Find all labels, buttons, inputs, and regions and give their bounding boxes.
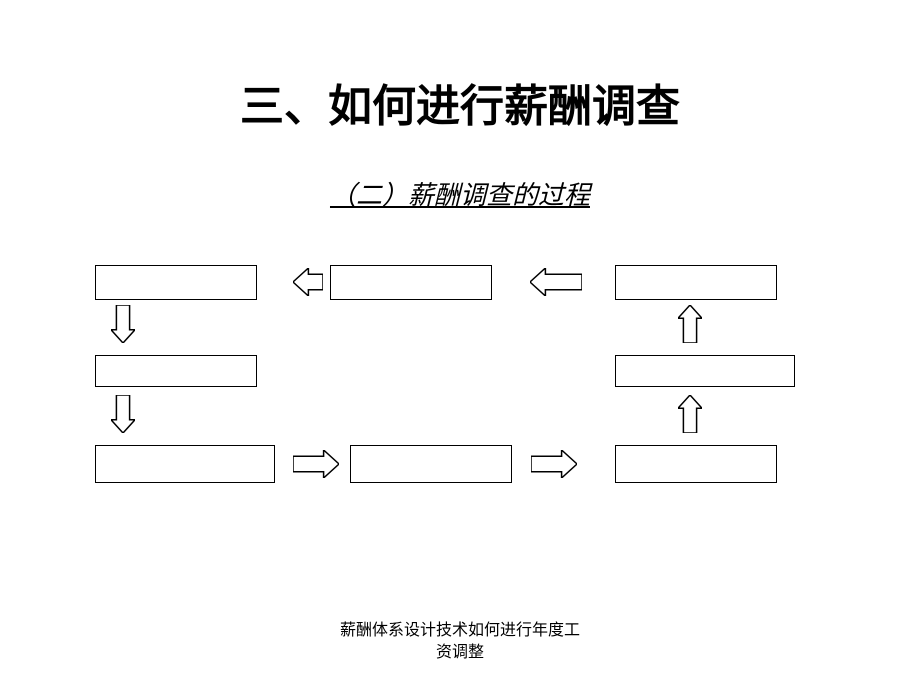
footer-text: 薪酬体系设计技术如何进行年度工 资调整 <box>0 620 920 665</box>
flowchart-node <box>615 355 795 387</box>
flowchart-arrow-right <box>293 450 339 478</box>
flowchart-diagram <box>95 265 825 505</box>
footer-line-2: 资调整 <box>436 644 484 661</box>
footer-line-1: 薪酬体系设计技术如何进行年度工 <box>340 622 580 639</box>
flowchart-node <box>615 445 777 483</box>
flowchart-node <box>615 265 777 300</box>
page-title: 三、如何进行薪酬调查 <box>0 70 920 134</box>
flowchart-node <box>95 355 257 387</box>
flowchart-arrow-down <box>111 305 135 343</box>
page-subtitle: （二）薪酬调查的过程 <box>0 175 920 212</box>
flowchart-node <box>330 265 492 300</box>
flowchart-arrow-left <box>530 268 582 296</box>
flowchart-arrow-up <box>678 305 702 343</box>
flowchart-arrow-left <box>293 268 323 296</box>
flowchart-arrow-down <box>111 395 135 433</box>
flowchart-arrow-right <box>531 450 577 478</box>
flowchart-node <box>350 445 512 483</box>
flowchart-node <box>95 265 257 300</box>
flowchart-arrow-up <box>678 395 702 433</box>
flowchart-node <box>95 445 275 483</box>
